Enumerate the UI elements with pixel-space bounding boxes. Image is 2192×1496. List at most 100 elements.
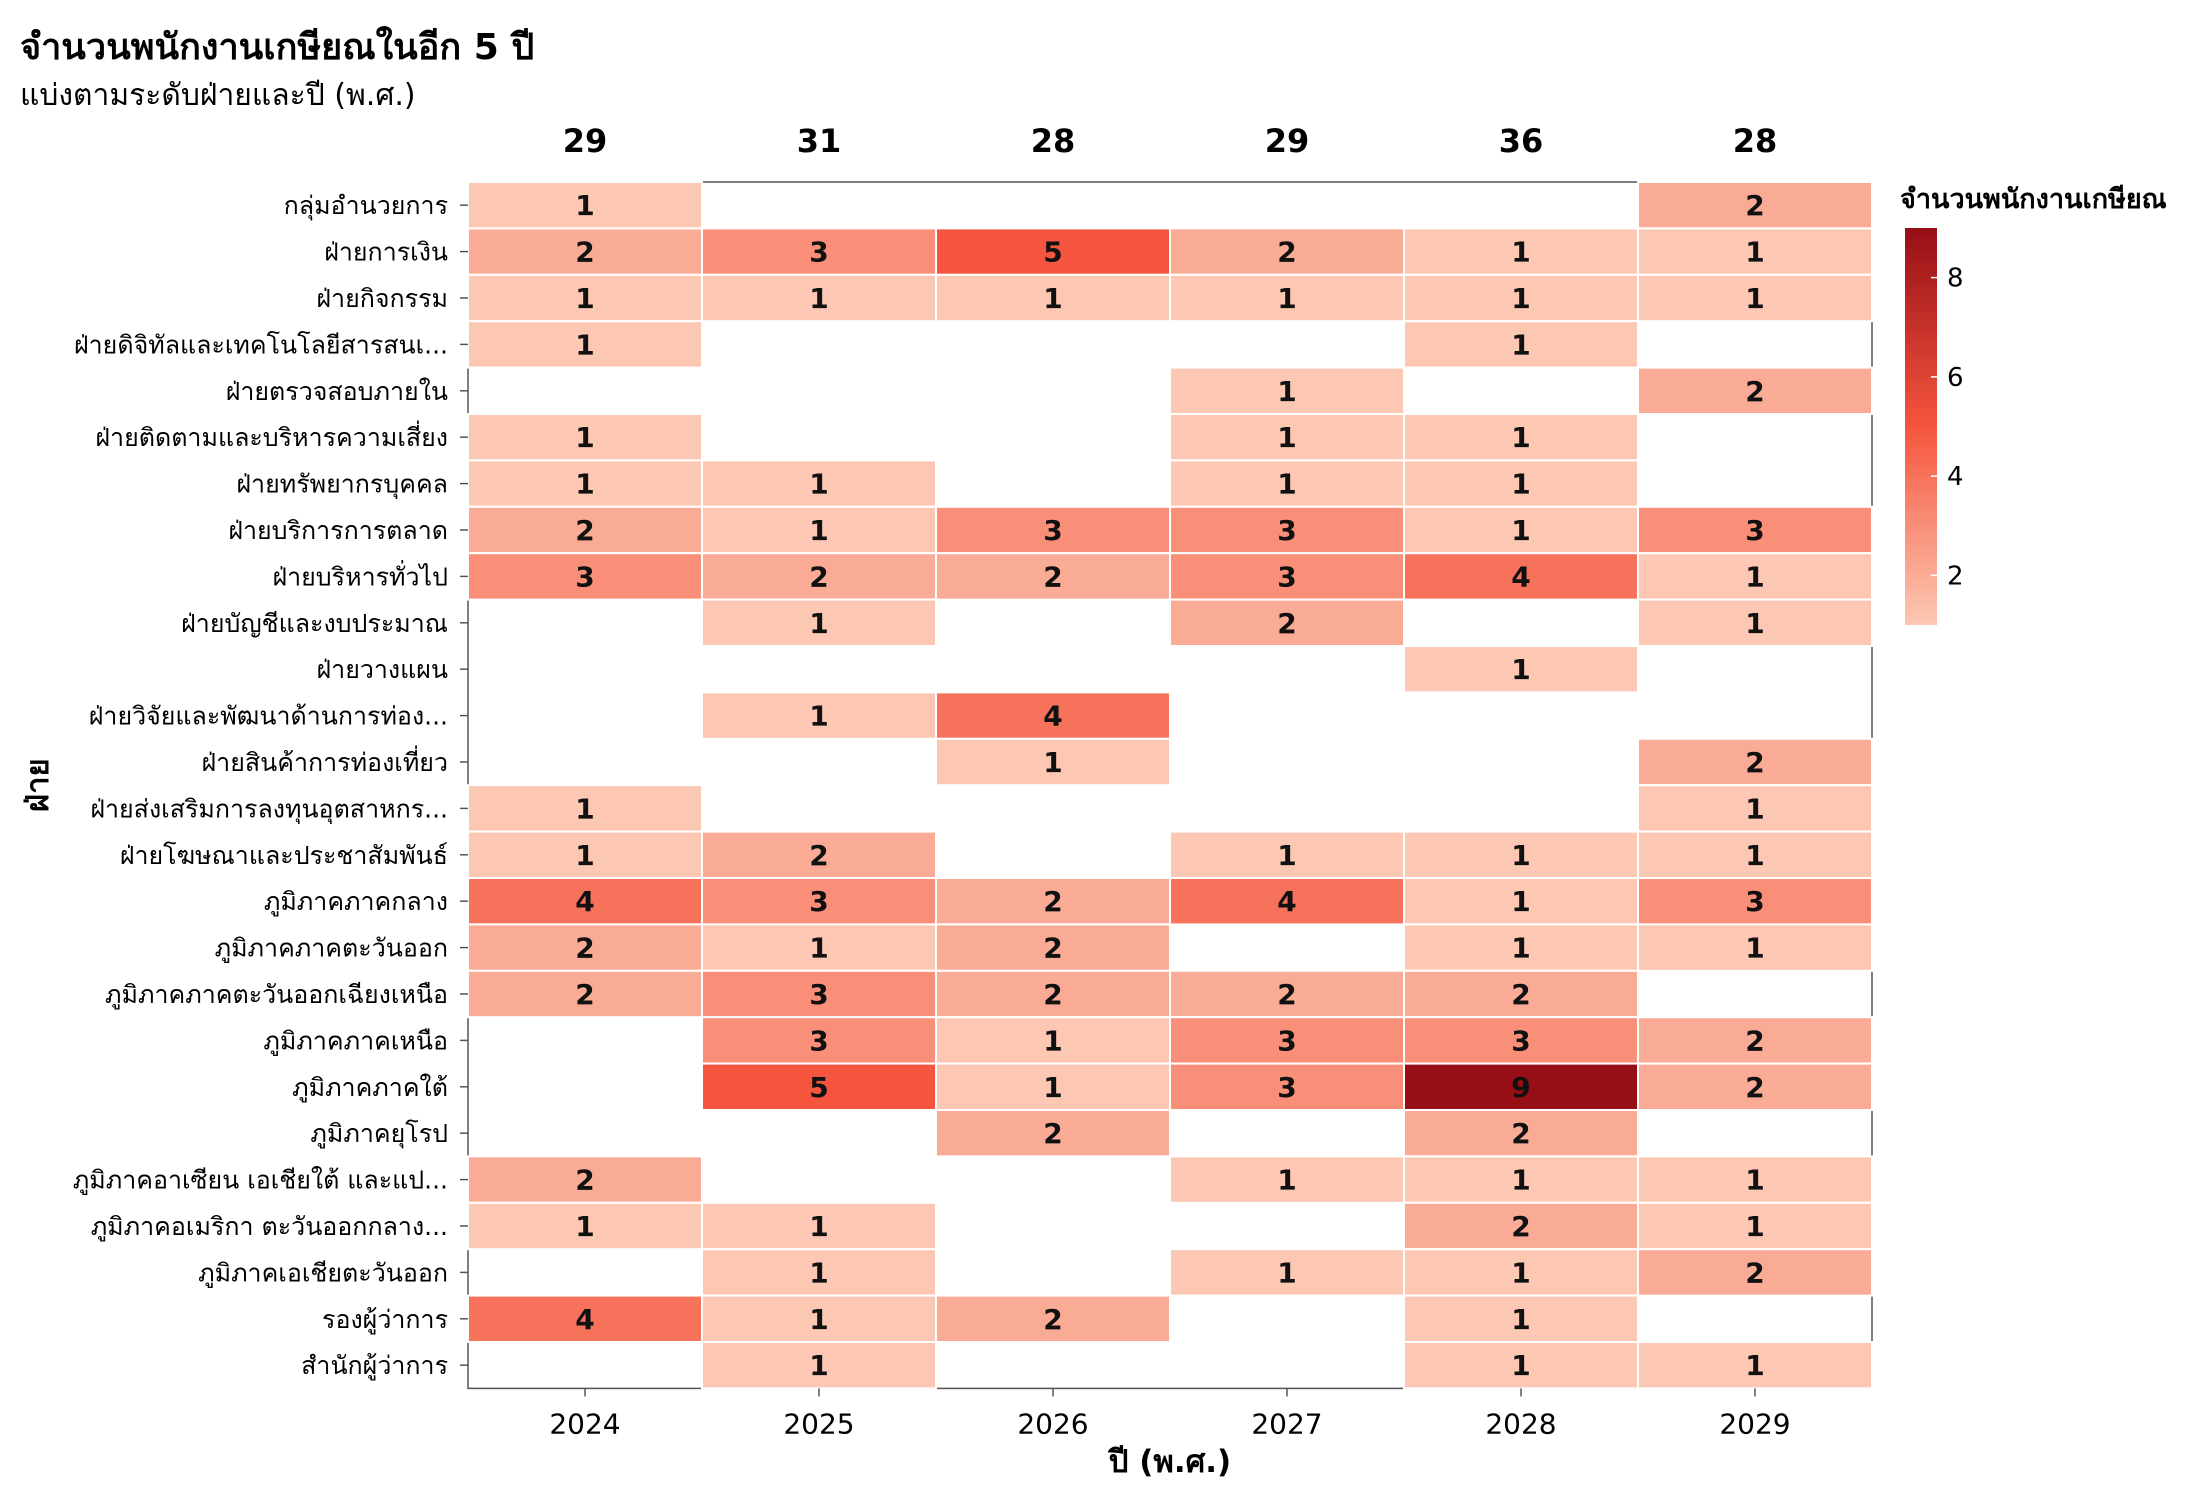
y-tick-label: ฝ่ายกิจกรรม	[316, 284, 448, 313]
cell-value-label: 1	[575, 282, 594, 315]
cell-value-label: 1	[1745, 282, 1764, 315]
heatmap-cell	[1403, 923, 1639, 972]
cell-value-label: 1	[1277, 839, 1296, 872]
column-total-label: 29	[1265, 122, 1310, 160]
chart-subtitle: แบ่งตามระดับฝ่ายและปี (พ.ศ.)	[20, 78, 416, 113]
cell-value-label: 1	[1277, 1256, 1296, 1289]
heatmap-cell	[1637, 227, 1873, 276]
cell-value-label: 1	[1043, 746, 1062, 779]
cell-value-label: 2	[575, 1164, 594, 1197]
cell-value-label: 1	[1277, 1164, 1296, 1197]
x-tick-label: 2024	[549, 1407, 620, 1440]
heatmap-cell	[701, 1201, 937, 1251]
legend-tick-label: 6	[1947, 363, 1964, 393]
cell-value-label: 2	[1745, 375, 1764, 408]
cell-value-label: 1	[1745, 1164, 1764, 1197]
cell-value-label: 1	[575, 421, 594, 454]
cell-value-label: 2	[1043, 885, 1062, 918]
cell-value-label: 2	[575, 932, 594, 965]
heatmap-cell	[1637, 737, 1873, 787]
heatmap-cell	[1637, 366, 1873, 416]
cell-value-label: 1	[1511, 653, 1530, 686]
cell-value-label: 1	[1745, 1210, 1764, 1243]
y-tick-label: ฝ่ายดิจิทัลและเทคโนโลยีสารสนเ...	[74, 330, 448, 359]
cell-value-label: 1	[1511, 932, 1530, 965]
cell-value-label: 2	[575, 978, 594, 1011]
cell-value-label: 1	[809, 1349, 828, 1382]
cell-value-label: 1	[1043, 282, 1062, 315]
cell-value-label: 1	[809, 1303, 828, 1336]
heatmap-cell	[467, 1155, 703, 1204]
cell-value-label: 1	[1511, 328, 1530, 361]
cell-value-label: 2	[809, 839, 828, 872]
heatmap-cell	[701, 877, 937, 926]
heatmap-cell	[1403, 227, 1639, 276]
cell-value-label: 2	[1043, 560, 1062, 593]
heatmap-cell	[1403, 505, 1639, 555]
cell-value-label: 1	[1511, 839, 1530, 872]
cell-value-label: 3	[809, 1024, 828, 1057]
column-total-label: 36	[1499, 122, 1544, 160]
cell-value-label: 3	[575, 560, 594, 593]
column-total-label: 29	[563, 122, 608, 160]
cell-value-label: 2	[575, 514, 594, 547]
heatmap-cell	[1169, 413, 1405, 462]
x-tick-label: 2025	[783, 1407, 854, 1440]
heatmap-cell	[1637, 1155, 1873, 1204]
cell-value-label: 3	[1277, 1071, 1296, 1104]
heatmap-cell	[1403, 1294, 1639, 1343]
heatmap-cell	[701, 459, 937, 508]
x-tick-label: 2026	[1017, 1407, 1088, 1440]
y-axis-title: ฝ่าย	[20, 758, 56, 812]
heatmap-cell	[701, 830, 937, 879]
heatmap-cell	[935, 1294, 1171, 1343]
cell-value-label: 1	[1277, 421, 1296, 454]
cell-value-label: 4	[575, 1303, 594, 1336]
heatmap-cell	[1403, 273, 1639, 323]
heatmap-cell	[1637, 1016, 1873, 1065]
heatmap-cell	[1637, 1248, 1873, 1297]
cell-value-label: 3	[1745, 514, 1764, 547]
y-tick-label: ฝ่ายสินค้าการท่องเที่ยว	[202, 745, 448, 777]
heatmap-cell	[1169, 830, 1405, 879]
y-tick-label: ฝ่ายวางแผน	[317, 655, 448, 684]
y-tick-label: รองผู้ว่าการ	[322, 1305, 448, 1335]
heatmap-cell	[1169, 1016, 1405, 1065]
y-tick-label: สำนักผู้ว่าการ	[301, 1351, 448, 1381]
x-tick-label: 2028	[1485, 1407, 1556, 1440]
heatmap-cell	[1403, 1016, 1639, 1065]
column-total-label: 28	[1031, 122, 1076, 160]
heatmap-cell	[1637, 1201, 1873, 1251]
heatmap-cell	[935, 691, 1171, 740]
cell-value-label: 1	[1511, 1303, 1530, 1336]
cell-value-label: 2	[1745, 746, 1764, 779]
legend-tick-label: 8	[1947, 264, 1964, 294]
column-total-label: 28	[1733, 122, 1778, 160]
cell-value-label: 3	[809, 885, 828, 918]
cell-value-label: 2	[809, 560, 828, 593]
heatmap-cell	[1169, 969, 1405, 1019]
heatmap-cell	[1637, 784, 1873, 833]
heatmap-cell	[1403, 645, 1639, 694]
cell-value-label: 1	[575, 328, 594, 361]
y-tick-label: กลุ่มอำนวยการ	[284, 191, 448, 221]
legend-colorbar	[1905, 228, 1937, 625]
cell-value-label: 1	[1511, 421, 1530, 454]
y-tick-label: ภูมิภาคภาคเหนือ	[263, 1026, 448, 1056]
heatmap-cell	[467, 877, 703, 926]
cell-value-label: 4	[1511, 560, 1530, 593]
cell-value-label: 9	[1511, 1071, 1530, 1104]
heatmap-cell	[935, 877, 1171, 926]
cell-value-label: 3	[809, 978, 828, 1011]
cell-value-label: 1	[1277, 468, 1296, 501]
y-tick-label: ฝ่ายบริการการตลาด	[228, 516, 448, 545]
cell-value-label: 1	[1511, 1256, 1530, 1289]
heatmap-cell	[1403, 413, 1639, 462]
cell-value-label: 4	[1043, 700, 1062, 733]
cell-value-label: 3	[1277, 1024, 1296, 1057]
heatmap-cell	[1637, 552, 1873, 601]
cell-value-label: 1	[1277, 282, 1296, 315]
cell-value-label: 1	[1745, 560, 1764, 593]
heatmap-cell	[1403, 877, 1639, 926]
y-tick-label: ภูมิภาคอาเซียน เอเชียใต้ และแป...	[73, 1166, 448, 1196]
